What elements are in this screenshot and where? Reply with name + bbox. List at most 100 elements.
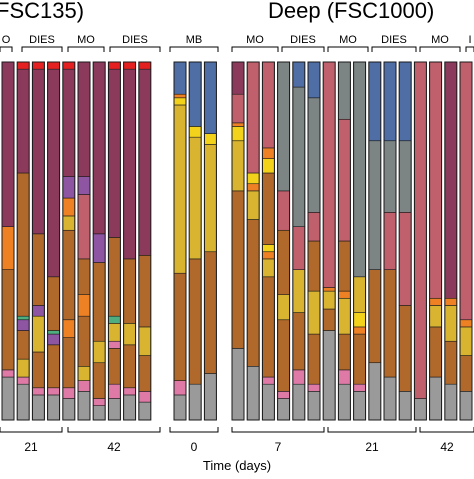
bar-segment-orange (1, 226, 15, 270)
timepoint-label: 42 (440, 440, 454, 454)
bar-segment-yellow (353, 312, 366, 328)
bar-2-0 (231, 61, 245, 421)
bar-segment-gray (292, 383, 306, 421)
bar-0-0 (1, 61, 15, 421)
bar-segment-gray (368, 362, 382, 421)
bar-outline (231, 61, 245, 421)
bar-segment-gray (246, 365, 260, 421)
bar-segment-gold (108, 323, 121, 342)
bar-segment-gold (262, 258, 275, 278)
bar-outline (47, 61, 61, 421)
bar-2-11 (398, 61, 412, 421)
bar-segment-brown (307, 240, 321, 292)
bar-outline (92, 61, 106, 421)
group-label: MB (186, 34, 203, 46)
bar-outline (123, 61, 137, 421)
timepoint-bracket-line (169, 427, 219, 433)
bar-segment-purple (47, 333, 60, 346)
bar-segment-orange (173, 93, 187, 99)
bar-outline (353, 61, 367, 421)
bar-segment-gold (204, 144, 217, 253)
bar-segment-brown (108, 348, 121, 385)
bar-segment-rose (292, 226, 306, 270)
group-bracket: MO (67, 34, 105, 52)
bar-segment-maroon (47, 68, 60, 278)
bar-2-9 (368, 61, 382, 421)
timepoint-label: 42 (107, 440, 121, 454)
bar-segment-gray (32, 394, 45, 421)
bar-1-0 (173, 61, 187, 421)
bar-segment-gray (383, 376, 397, 421)
bar-segment-gray (188, 383, 202, 421)
bar-2-1 (246, 61, 260, 421)
bar-segment-gold (231, 140, 245, 192)
bar-0-8 (123, 61, 137, 421)
bar-segment-gray (277, 398, 290, 421)
bar-segment-rose (383, 212, 397, 270)
group-bracket-line (21, 46, 63, 52)
bar-segment-gold (246, 190, 260, 220)
bar-segment-maroon (16, 68, 30, 174)
bar-outline (383, 61, 397, 421)
bar-segment-gold (444, 305, 458, 342)
bar-segment-red (62, 61, 76, 70)
bar-segment-gold (77, 365, 91, 381)
bar-segment-brown (123, 344, 136, 389)
bar-segment-orange (262, 147, 275, 159)
bar-outline (77, 61, 91, 421)
bar-segment-brown (16, 330, 30, 360)
bar-segment-brown (322, 308, 336, 331)
bar-2-10 (383, 61, 397, 421)
bar-segment-brown (62, 337, 76, 389)
bar-2-8 (353, 61, 367, 421)
bar-segment-pink (307, 383, 321, 392)
bar-segment-gray (92, 405, 106, 421)
bar-segment-red (47, 61, 60, 70)
group-bracket: MO (327, 34, 369, 52)
bar-0-4 (62, 61, 76, 421)
bar-segment-maroon (444, 61, 458, 299)
bar-segment-brown (277, 319, 290, 392)
bar-segment-purple (77, 176, 91, 195)
panel-title-shallow: FSC135) (0, 0, 84, 23)
bar-segment-brown (47, 344, 60, 389)
bar-segment-yellow (188, 126, 202, 138)
bar-segment-pink (108, 340, 121, 349)
bar-segment-blue (173, 61, 187, 95)
bar-outline (246, 61, 260, 421)
bar-segment-maroon (231, 61, 245, 95)
group-bracket-line (0, 46, 13, 52)
bar-outline (322, 61, 336, 421)
bar-segment-pink (108, 383, 121, 399)
bar-segment-rose (77, 194, 91, 260)
bar-segment-rose (429, 61, 442, 299)
group-label: DIES (122, 34, 148, 46)
bar-segment-brown (47, 276, 60, 331)
bar-segment-yellow (204, 133, 217, 145)
bar-segment-orange (62, 319, 76, 338)
bar-segment-gray (398, 391, 412, 421)
bar-0-5 (77, 61, 91, 421)
bar-segment-pink (32, 387, 45, 396)
bar-segment-green (108, 315, 121, 324)
bar-outline (173, 61, 187, 421)
bar-segment-maroon (1, 61, 15, 227)
timepoint-bracket: 0 (169, 427, 219, 454)
timepoint-label: 21 (24, 440, 38, 454)
bar-segment-orange (338, 290, 351, 299)
bar-segment-gray (353, 391, 366, 421)
bar-segment-gray (173, 394, 187, 421)
timepoint-label: 21 (365, 440, 379, 454)
bar-2-7 (337, 61, 351, 421)
bar-segment-gray (47, 394, 60, 421)
bar-outline (261, 61, 275, 421)
bar-segment-rose (277, 190, 290, 231)
bar-segment-gold (292, 269, 306, 313)
bar-segment-blue (204, 61, 217, 134)
bar-segment-gray (414, 398, 427, 421)
bar-segment-gray (108, 398, 121, 421)
bar-segment-gray (262, 383, 275, 421)
bar-segment-gold (307, 290, 321, 335)
group-label: DIES (381, 34, 407, 46)
bar-segment-gray (338, 383, 351, 421)
